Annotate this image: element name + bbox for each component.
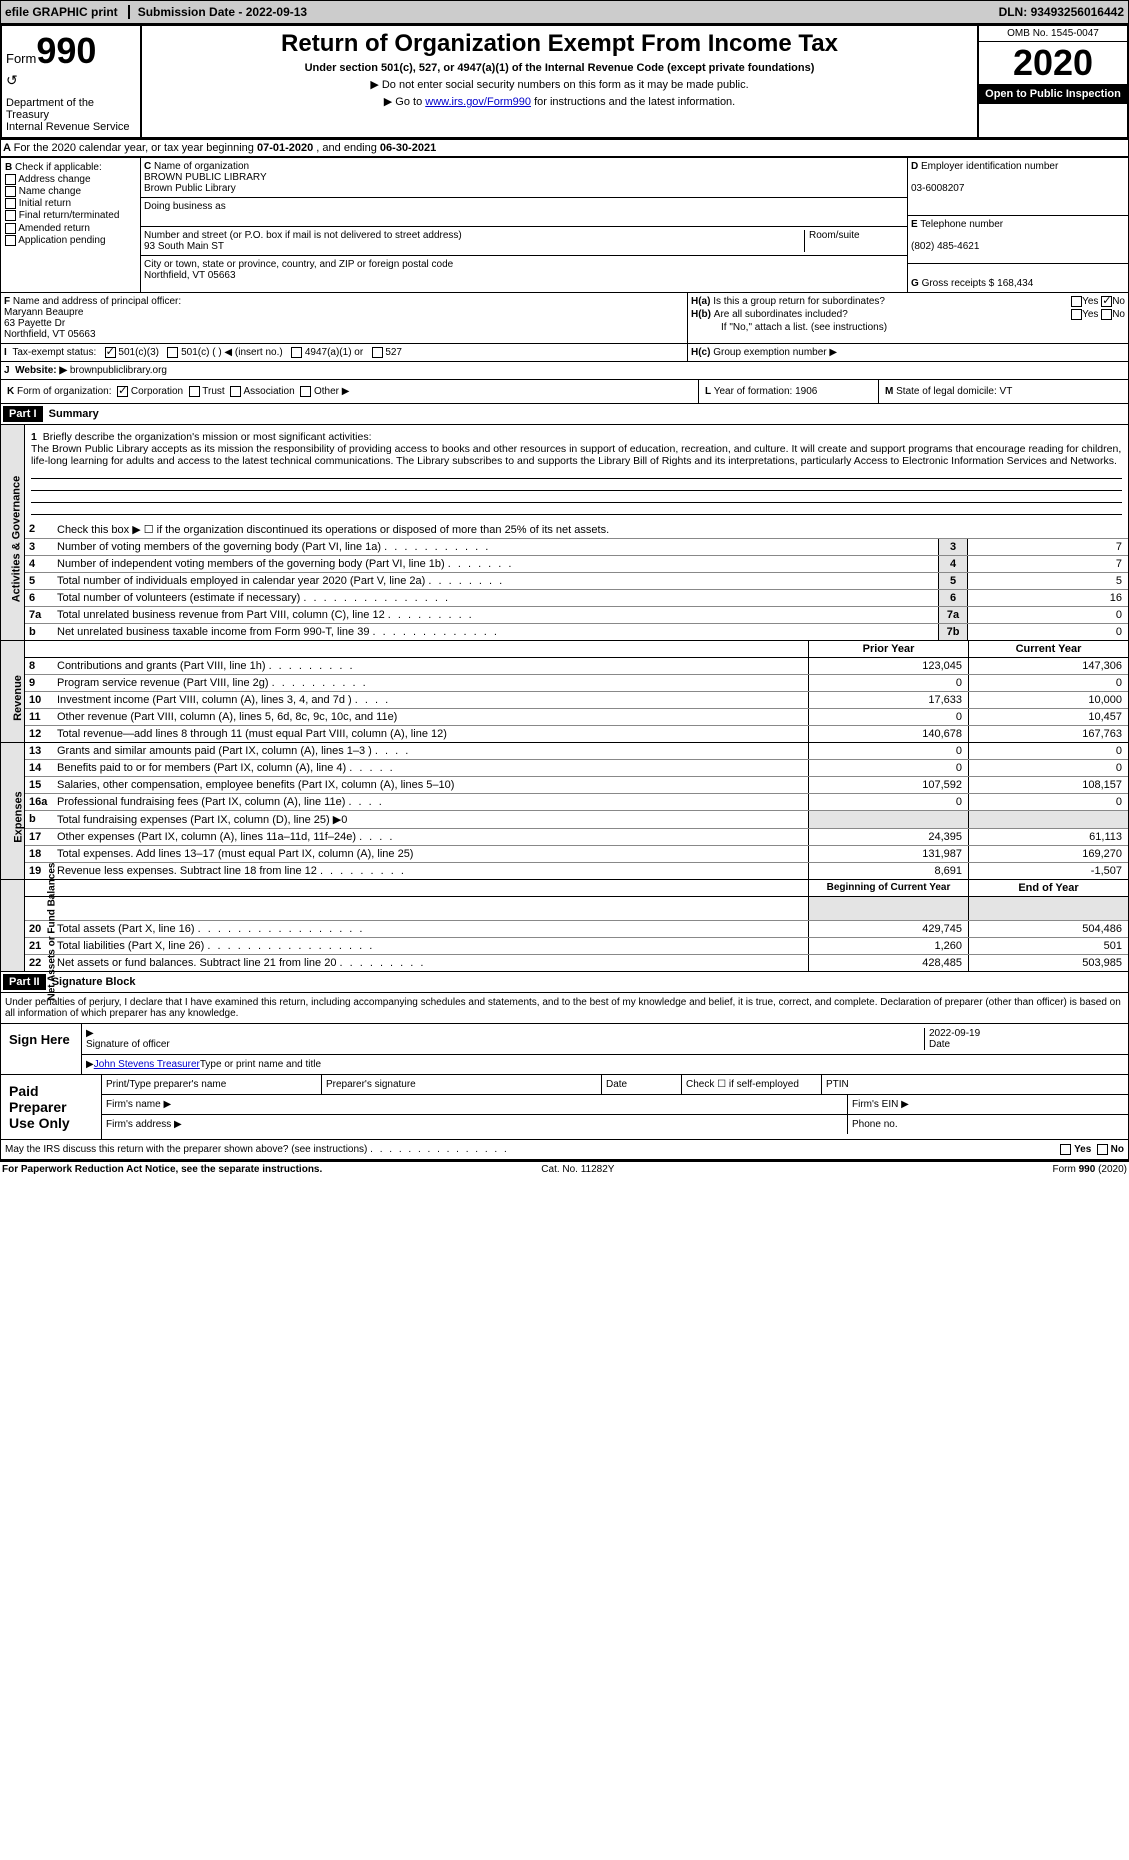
section-c: C Name of organizationBROWN PUBLIC LIBRA… [141,158,908,292]
form-note-ssn: ▶ Do not enter social security numbers o… [146,78,973,91]
efile-label: efile GRAPHIC print [5,5,118,19]
part2-header: Part II Signature Block [0,972,1129,993]
part1-header: Part I Summary [0,404,1129,425]
row-j: J Website: ▶ brownpubliclibrary.org [0,362,1129,380]
row-f-h: F Name and address of principal officer:… [0,293,1129,344]
form-note-link: ▶ Go to www.irs.gov/Form990 for instruct… [146,95,973,108]
section-d-e-g: D Employer identification number03-60082… [908,158,1128,292]
row-k-l-m: K Form of organization: Corporation Trus… [0,380,1129,404]
part1-expenses: Expenses 13Grants and similar amounts pa… [0,743,1129,880]
irs-link[interactable]: www.irs.gov/Form990 [425,96,531,108]
form-header: Form990 ↺ Department of the Treasury Int… [0,24,1129,139]
page-footer: For Paperwork Reduction Act Notice, see … [0,1160,1129,1177]
section-b: B Check if applicable: Address change Na… [1,158,141,292]
section-a: A For the 2020 calendar year, or tax yea… [0,139,1129,157]
form-number: Form990 [6,30,136,72]
form-subtitle: Under section 501(c), 527, or 4947(a)(1)… [146,62,973,74]
officer-name[interactable]: John Stevens Treasurer [94,1059,200,1070]
open-public: Open to Public Inspection [979,84,1127,104]
form-title: Return of Organization Exempt From Incom… [146,30,973,58]
header-info-grid: B Check if applicable: Address change Na… [0,157,1129,293]
part1-revenue: Revenue Prior YearCurrent Year 8Contribu… [0,641,1129,743]
submission: Submission Date - 2022-09-13 [128,5,307,19]
row-i-hc: I Tax-exempt status: 501(c)(3) 501(c) ( … [0,344,1129,362]
tax-year: 2020 [979,42,1127,84]
dept-treasury: Department of the Treasury Internal Reve… [6,97,136,133]
part1-governance: Activities & Governance 1 Briefly descri… [0,425,1129,641]
dln: DLN: 93493256016442 [999,5,1124,19]
part1-netassets: Net Assets or Fund Balances Beginning of… [0,880,1129,972]
top-bar: efile GRAPHIC print Submission Date - 20… [0,0,1129,24]
omb-number: OMB No. 1545-0047 [979,26,1127,42]
signature-block: Under penalties of perjury, I declare th… [0,993,1129,1160]
